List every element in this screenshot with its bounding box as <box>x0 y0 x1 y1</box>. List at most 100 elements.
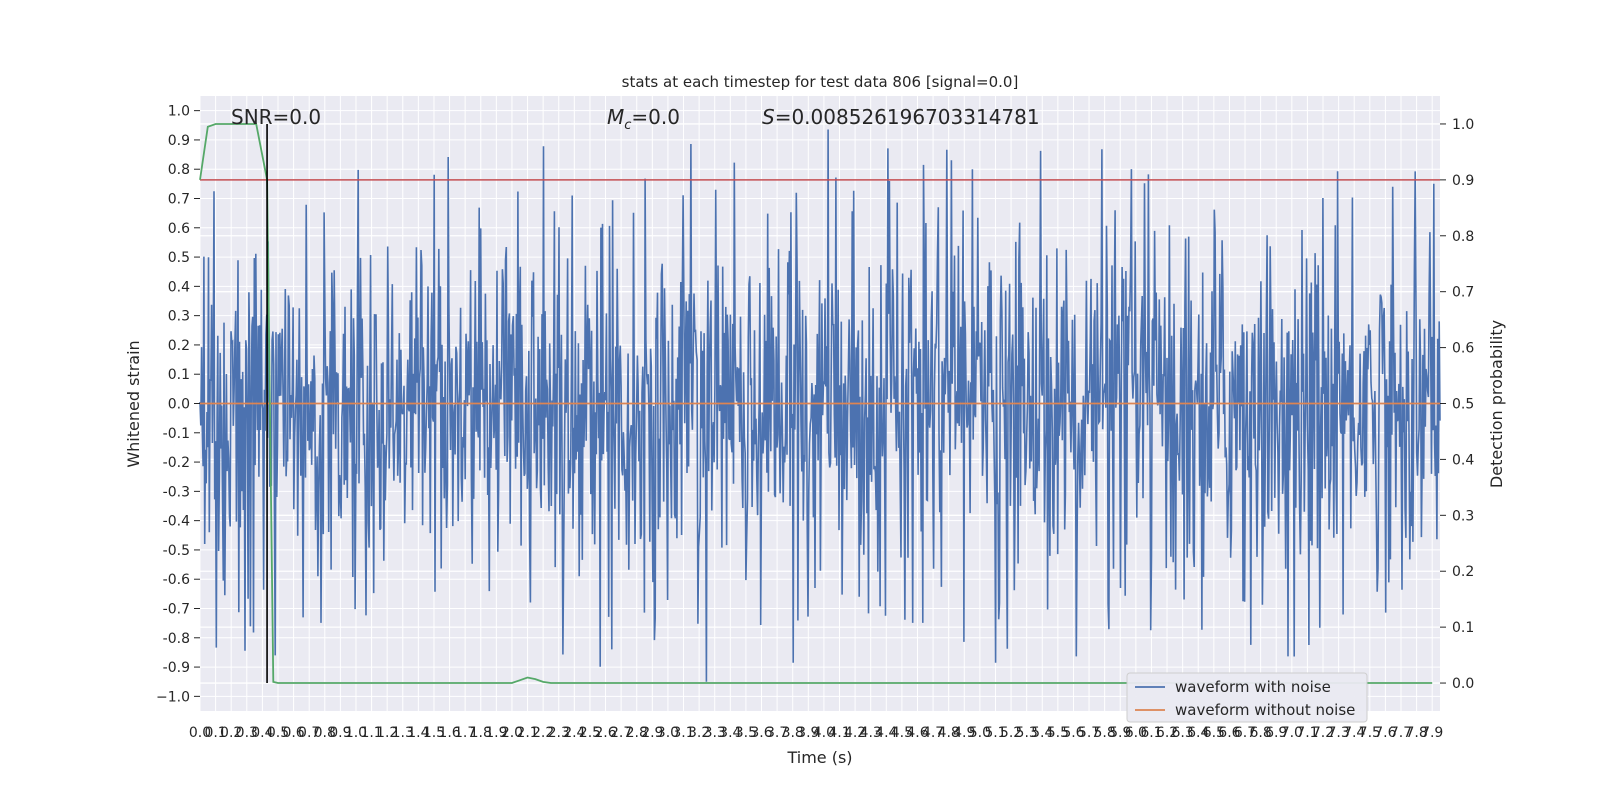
y-tick-label-left: -0.6 <box>163 572 190 588</box>
x-tick-label: 5.9 <box>1109 725 1131 741</box>
x-tick-label: 0.3 <box>236 725 258 741</box>
x-tick-label: 0.5 <box>267 725 289 741</box>
y-tick-label-left: -0.2 <box>163 455 190 471</box>
y-tick-label-left: 0.2 <box>168 338 190 354</box>
x-tick-label: 0.8 <box>314 725 336 741</box>
legend: waveform with noise waveform without noi… <box>1126 672 1368 723</box>
x-tick-label: 7.0 <box>1281 725 1303 741</box>
x-tick-label: 1.4 <box>407 725 429 741</box>
series-detection-probability <box>199 123 1433 684</box>
y-tick-label-right: 0.8 <box>1452 229 1474 245</box>
x-tick-label: 0.2 <box>220 725 242 741</box>
y-tick-label-left: -0.9 <box>163 660 190 676</box>
x-tick-label: 0.9 <box>329 725 351 741</box>
x-axis-label: Time (s) <box>786 748 852 767</box>
x-tick-label: 1.3 <box>392 725 414 741</box>
y-tick-label-left: 0.4 <box>168 279 190 295</box>
x-tick-label: 7.5 <box>1359 725 1381 741</box>
x-tick-label: 4.1 <box>828 725 850 741</box>
legend-label-waveform-without-noise: waveform without noise <box>1175 701 1355 719</box>
y-tick-label-right: 0.1 <box>1452 620 1474 636</box>
x-tick-label: 4.3 <box>860 725 882 741</box>
s-value: =0.008526196703314781 <box>775 105 1040 129</box>
x-tick-labels: 0.00.10.20.30.40.50.60.70.80.91.01.11.21… <box>189 725 1443 741</box>
mc-value: =0.0 <box>631 105 680 129</box>
s-annotation: S=0.008526196703314781 <box>762 105 1040 129</box>
y-tick-labels-right: 1.0 0.9 0.8 0.7 0.6 0.5 0.4 0.3 0.2 0.1 0.0 <box>1440 117 1474 692</box>
x-tick-label: 2.6 <box>594 725 616 741</box>
x-tick-label: 7.6 <box>1374 725 1396 741</box>
x-tick-label: 5.0 <box>969 725 991 741</box>
x-tick-label: 7.1 <box>1296 725 1318 741</box>
x-tick-label: 2.4 <box>563 725 585 741</box>
x-tick-label: 5.8 <box>1094 725 1116 741</box>
x-tick-label: 0.6 <box>282 725 304 741</box>
x-tick-label: 6.4 <box>1187 725 1209 741</box>
x-tick-label: 2.5 <box>579 725 601 741</box>
noise-waveform-path <box>199 129 1441 682</box>
x-tick-label: 5.4 <box>1031 725 1053 741</box>
x-tick-label: 3.4 <box>719 725 741 741</box>
y-tick-label-left: 0.8 <box>168 162 190 178</box>
x-tick-label: 0.4 <box>251 725 273 741</box>
y-axis-label-left: Whitened strain <box>124 340 143 467</box>
x-tick-label: 6.3 <box>1172 725 1194 741</box>
x-tick-label: 3.2 <box>688 725 710 741</box>
x-tick-label: 1.7 <box>454 725 476 741</box>
x-tick-label: 5.3 <box>1016 725 1038 741</box>
x-tick-label: 2.9 <box>641 725 663 741</box>
y-tick-label-left: 1.0 <box>168 104 190 120</box>
x-tick-label: 3.8 <box>782 725 804 741</box>
x-tick-label: 6.2 <box>1156 725 1178 741</box>
x-tick-label: 7.9 <box>1421 725 1443 741</box>
x-tick-label: 5.2 <box>1000 725 1022 741</box>
snr-annotation: SNR=0.0 <box>231 105 321 129</box>
x-tick-label: 1.2 <box>376 725 398 741</box>
x-tick-label: 2.1 <box>516 725 538 741</box>
y-tick-label-left: -0.8 <box>163 631 190 647</box>
x-tick-label: 5.1 <box>984 725 1006 741</box>
y-tick-label-right: 0.9 <box>1452 173 1474 189</box>
y-tick-label-right: 0.4 <box>1452 452 1474 468</box>
y-tick-label-left: -0.1 <box>163 426 190 442</box>
mc-symbol: M <box>607 105 624 129</box>
y-tick-label-left: 0.9 <box>168 133 190 149</box>
x-tick-label: 6.5 <box>1203 725 1225 741</box>
y-tick-label-left: 0.5 <box>168 250 190 266</box>
x-tick-label: 0.7 <box>298 725 320 741</box>
y-tick-label-left: −1.0 <box>156 689 190 705</box>
y-axis-label-right: Detection probability <box>1487 320 1506 488</box>
x-tick-label: 2.0 <box>501 725 523 741</box>
legend-label-waveform-with-noise: waveform with noise <box>1175 678 1331 696</box>
y-tick-label-left: -0.4 <box>163 514 190 530</box>
mc-annotation: Mc=0.0 <box>607 105 680 133</box>
y-tick-label-right: 1.0 <box>1452 117 1474 133</box>
y-tick-label-left: 0.7 <box>168 192 190 208</box>
y-tick-label-right: 0.5 <box>1452 397 1474 413</box>
x-tick-label: 6.6 <box>1218 725 1240 741</box>
mc-subscript: c <box>624 118 631 133</box>
x-tick-label: 4.6 <box>906 725 928 741</box>
y-tick-label-left: 0.0 <box>168 397 190 413</box>
x-tick-label: 2.2 <box>532 725 554 741</box>
x-tick-label: 3.0 <box>657 725 679 741</box>
x-tick-label: 6.7 <box>1234 725 1256 741</box>
s-symbol: S <box>762 105 775 129</box>
x-tick-label: 3.5 <box>735 725 757 741</box>
x-tick-label: 1.0 <box>345 725 367 741</box>
x-tick-label: 5.6 <box>1062 725 1084 741</box>
x-tick-label: 6.9 <box>1265 725 1287 741</box>
y-tick-labels-left: 1.0 0.9 0.8 0.7 0.6 0.5 0.4 0.3 0.2 0.1 0.0 -0.1 -0.… <box>156 104 200 705</box>
y-tick-label-left: 0.3 <box>168 309 190 325</box>
x-tick-label: 1.1 <box>360 725 382 741</box>
x-tick-label: 2.8 <box>626 725 648 741</box>
x-tick-label: 7.2 <box>1312 725 1334 741</box>
y-tick-label-right: 0.6 <box>1452 341 1474 357</box>
legend-box <box>1126 672 1368 723</box>
x-tick-label: 5.7 <box>1078 725 1100 741</box>
x-tick-label: 4.4 <box>875 725 897 741</box>
x-tick-label: 4.8 <box>938 725 960 741</box>
x-tick-label: 7.3 <box>1327 725 1349 741</box>
x-tick-label: 3.3 <box>704 725 726 741</box>
